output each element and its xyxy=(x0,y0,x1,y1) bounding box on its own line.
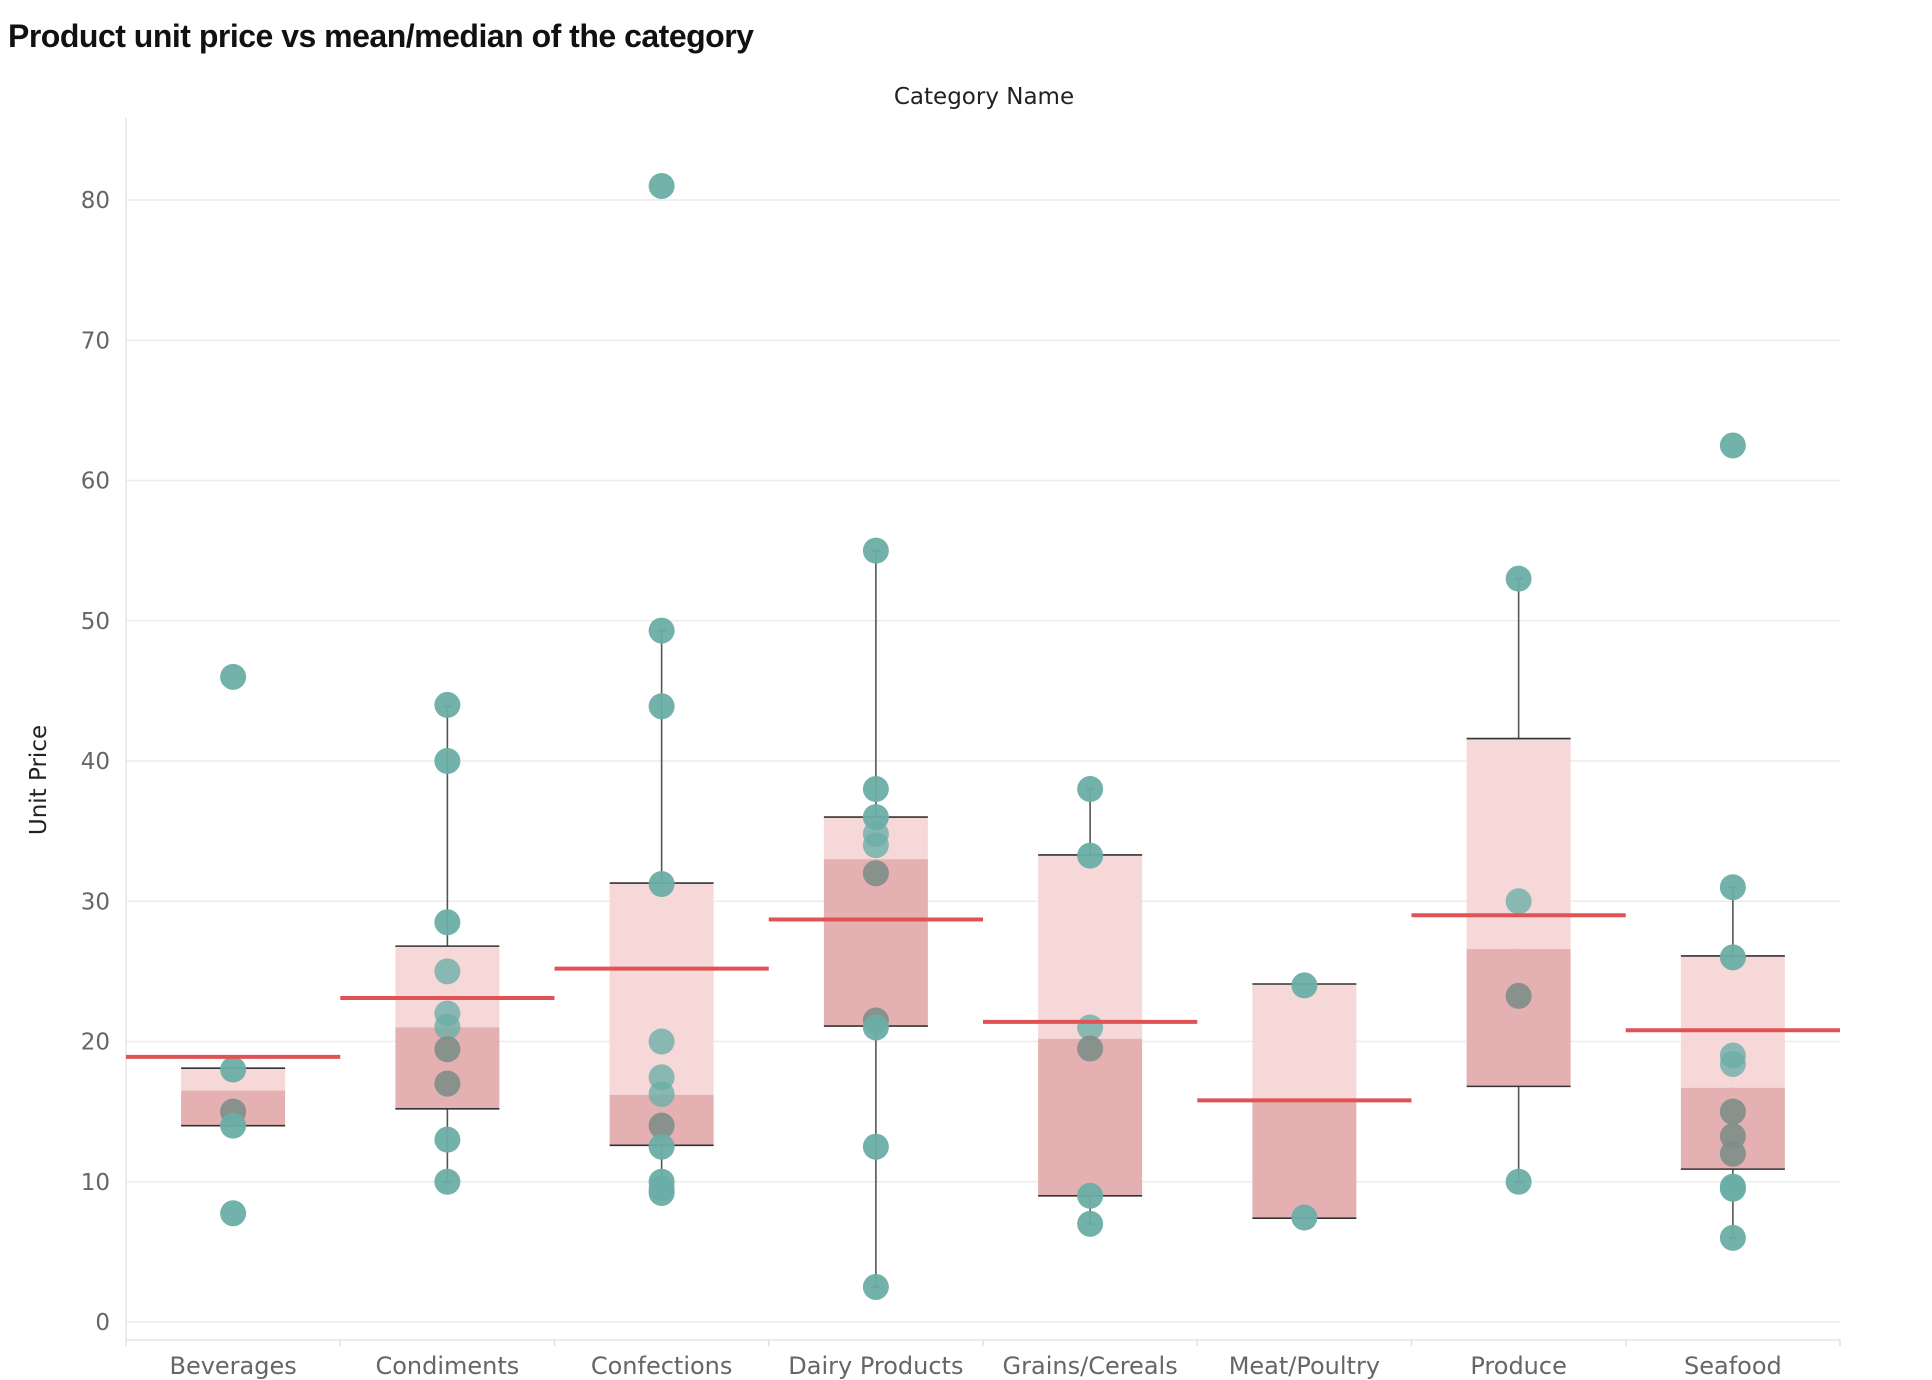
data-point xyxy=(220,663,247,690)
data-point xyxy=(648,1081,675,1108)
data-point xyxy=(1291,1204,1318,1231)
box-lower xyxy=(1252,1100,1357,1219)
data-point-shade xyxy=(434,1036,461,1063)
data-point xyxy=(1719,1050,1746,1077)
column-header: Category Name xyxy=(894,84,1074,110)
y-tick-label: 10 xyxy=(81,1170,110,1196)
data-point xyxy=(434,748,461,774)
category-group-condiments xyxy=(340,691,555,1195)
data-point-shade xyxy=(648,1112,675,1139)
data-point-shade xyxy=(1719,1140,1746,1167)
y-axis-ticks: 0 10 20 30 40 50 60 70 80 xyxy=(81,188,110,1336)
category-group-dairy-products xyxy=(768,537,983,1300)
data-point xyxy=(862,832,889,859)
data-point xyxy=(434,1013,461,1040)
data-point xyxy=(1077,842,1104,869)
y-tick-label: 50 xyxy=(81,609,110,635)
category-label: Condiments xyxy=(375,1352,519,1380)
data-point xyxy=(434,1168,461,1195)
y-axis-label: Unit Price xyxy=(26,725,52,835)
y-tick-label: 40 xyxy=(81,749,110,775)
axes xyxy=(125,118,1841,1346)
category-group-seafood xyxy=(1625,432,1840,1251)
y-tick-label: 30 xyxy=(81,889,110,915)
box-upper xyxy=(609,883,714,1095)
y-tick-label: 80 xyxy=(81,188,110,214)
data-point-shade xyxy=(1505,982,1532,1009)
data-point-shade xyxy=(434,1070,461,1097)
y-tick-label: 60 xyxy=(81,469,110,495)
box-upper xyxy=(1252,983,1357,1101)
box-lower xyxy=(1038,1038,1143,1196)
data-point xyxy=(862,1014,889,1041)
data-point xyxy=(1505,565,1532,592)
data-point xyxy=(1719,874,1746,901)
data-point xyxy=(648,1179,675,1206)
category-label: Produce xyxy=(1470,1352,1566,1380)
data-point xyxy=(648,172,675,199)
x-axis-labels: Beverages Condiments Confections Dairy Prod… xyxy=(169,1352,1781,1380)
category-group-grains-cereals xyxy=(983,776,1198,1237)
category-label: Beverages xyxy=(169,1352,296,1380)
data-point xyxy=(648,870,675,897)
data-point xyxy=(434,958,461,985)
data-point xyxy=(862,537,889,564)
page-title: Product unit price vs mean/median of the… xyxy=(8,18,754,54)
data-point xyxy=(220,1056,247,1083)
data-point xyxy=(1505,888,1532,915)
data-point xyxy=(1291,972,1318,999)
data-point xyxy=(1719,1224,1746,1251)
data-point xyxy=(1719,944,1746,971)
y-tick-label: 0 xyxy=(95,1310,110,1336)
data-point xyxy=(648,1028,675,1055)
category-group-confections xyxy=(554,172,769,1206)
y-tick-label: 70 xyxy=(81,328,110,354)
data-point xyxy=(1077,1182,1104,1209)
data-point xyxy=(220,1200,247,1227)
category-label: Seafood xyxy=(1684,1352,1782,1380)
y-tick-label: 20 xyxy=(81,1030,110,1056)
data-point xyxy=(220,1112,247,1139)
box-lower xyxy=(1466,948,1571,1087)
box-upper xyxy=(1038,854,1143,1039)
box-upper xyxy=(1466,738,1571,949)
category-label: Dairy Products xyxy=(788,1352,963,1380)
data-point-shade xyxy=(1077,1035,1104,1062)
category-group-produce xyxy=(1411,565,1626,1195)
data-point xyxy=(434,691,461,718)
data-point-shade xyxy=(1719,1098,1746,1125)
data-point xyxy=(862,1133,889,1160)
category-group-beverages xyxy=(126,663,341,1227)
data-point xyxy=(1719,1175,1746,1202)
data-point xyxy=(434,909,461,936)
plot-area xyxy=(126,172,1840,1300)
data-point xyxy=(1077,1210,1104,1237)
category-label: Confections xyxy=(591,1352,733,1380)
category-label: Grains/Cereals xyxy=(1003,1352,1178,1380)
data-point xyxy=(648,617,675,644)
box-lower xyxy=(823,859,928,1027)
data-point xyxy=(648,693,675,720)
data-point-shade xyxy=(862,860,889,887)
data-point xyxy=(434,1126,461,1153)
data-point xyxy=(648,1133,675,1160)
data-point xyxy=(1077,776,1104,803)
data-point xyxy=(862,1273,889,1300)
gridlines xyxy=(126,199,1840,1323)
category-group-meat-poultry xyxy=(1197,972,1412,1231)
data-point xyxy=(1505,1168,1532,1195)
category-label: Meat/Poultry xyxy=(1229,1352,1380,1380)
data-point xyxy=(1719,432,1746,459)
data-point xyxy=(862,776,889,803)
